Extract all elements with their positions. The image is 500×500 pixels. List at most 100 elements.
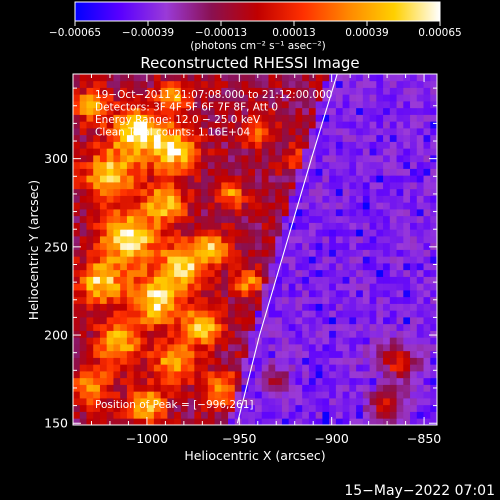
- heatmap-cell: [167, 411, 175, 419]
- heatmap-cell: [376, 290, 384, 298]
- heatmap-cell: [410, 249, 418, 257]
- heatmap-cell: [187, 121, 195, 129]
- heatmap-cell: [396, 107, 404, 115]
- heatmap-cell: [133, 114, 141, 122]
- heatmap-cell: [308, 276, 317, 284]
- heatmap-cell: [140, 107, 148, 115]
- heatmap-cell: [295, 377, 303, 385]
- heatmap-cell: [342, 290, 350, 298]
- heatmap-cell: [221, 161, 229, 169]
- heatmap-cell: [430, 290, 437, 298]
- heatmap-cell: [113, 229, 121, 237]
- heatmap-cell: [106, 249, 114, 257]
- heatmap-cell: [389, 290, 397, 298]
- heatmap-cell: [160, 242, 168, 250]
- heatmap-cell: [228, 249, 236, 257]
- heatmap-cell: [416, 114, 424, 122]
- heatmap-cell: [356, 168, 364, 176]
- colorbar-tick-label: 0.00065: [418, 27, 461, 39]
- heatmap-cell: [383, 94, 391, 102]
- heatmap-cell: [228, 303, 236, 311]
- heatmap-cell: [167, 236, 175, 244]
- heatmap-cell: [241, 364, 249, 372]
- heatmap-cell: [187, 74, 195, 82]
- heatmap-cell: [73, 188, 81, 196]
- heatmap-cell: [160, 249, 168, 257]
- heatmap-cell: [403, 283, 411, 291]
- heatmap-cell: [248, 141, 256, 149]
- heatmap-cell: [79, 256, 87, 264]
- heatmap-cell: [234, 310, 242, 318]
- heatmap-cell: [416, 80, 424, 88]
- heatmap-cell: [93, 188, 101, 196]
- heatmap-cell: [396, 357, 404, 365]
- heatmap-cell: [140, 350, 148, 358]
- heatmap-cell: [302, 276, 310, 284]
- heatmap-cell: [93, 256, 101, 264]
- heatmap-cell: [221, 202, 229, 210]
- heatmap-cell: [228, 350, 236, 358]
- heatmap-cell: [369, 418, 377, 425]
- heatmap-cell: [93, 404, 101, 412]
- heatmap-cell: [93, 114, 101, 122]
- heatmap-cell: [376, 384, 384, 392]
- heatmap-cell: [322, 114, 330, 122]
- heatmap-cell: [349, 229, 357, 237]
- heatmap-cell: [329, 283, 337, 291]
- heatmap-cell: [349, 411, 357, 419]
- heatmap-cell: [248, 101, 256, 109]
- heatmap-cell: [248, 134, 256, 142]
- heatmap-cell: [174, 323, 182, 331]
- heatmap-cell: [362, 121, 370, 129]
- heatmap-cell: [261, 283, 269, 291]
- heatmap-cell: [133, 202, 141, 210]
- heatmap-cell: [288, 195, 296, 203]
- heatmap-cell: [288, 242, 296, 250]
- heatmap-cell: [140, 384, 148, 392]
- heatmap-cell: [93, 398, 101, 406]
- colorbar-gradient: [74, 1, 441, 22]
- heatmap-cell: [335, 384, 344, 392]
- heatmap-cell: [295, 148, 303, 156]
- heatmap-cell: [396, 134, 404, 142]
- heatmap-cell: [302, 317, 310, 325]
- heatmap-cell: [180, 296, 188, 304]
- heatmap-cell: [248, 87, 256, 95]
- heatmap-cell: [99, 323, 108, 331]
- heatmap-cell: [140, 209, 148, 217]
- heatmap-cell: [423, 350, 431, 358]
- heatmap-cell: [410, 121, 418, 129]
- heatmap-cell: [153, 175, 162, 183]
- heatmap-cell: [133, 377, 141, 385]
- heatmap-cell: [295, 236, 303, 244]
- heatmap-cell: [315, 209, 323, 217]
- heatmap-cell: [342, 188, 350, 196]
- heatmap-cell: [201, 411, 209, 419]
- heatmap-cell: [180, 337, 188, 345]
- heatmap-cell: [248, 344, 256, 352]
- heatmap-cell: [207, 242, 215, 250]
- heatmap-cell: [356, 134, 364, 142]
- heatmap-cell: [268, 128, 276, 136]
- heatmap-cell: [396, 114, 404, 122]
- heatmap-cell: [180, 418, 188, 425]
- heatmap-cell: [255, 310, 263, 318]
- heatmap-cell: [356, 87, 364, 95]
- heatmap-cell: [430, 107, 437, 115]
- heatmap-cell: [416, 317, 424, 325]
- heatmap-cell: [329, 249, 337, 257]
- heatmap-cell: [430, 74, 437, 82]
- heatmap-cell: [403, 242, 411, 250]
- heatmap-cell: [99, 101, 108, 109]
- heatmap-cell: [281, 364, 290, 372]
- heatmap-cell: [356, 256, 364, 264]
- heatmap-cell: [133, 128, 141, 136]
- heatmap-cell: [86, 263, 94, 271]
- heatmap-cell: [133, 161, 141, 169]
- heatmap-cell: [140, 242, 148, 250]
- heatmap-cell: [356, 195, 364, 203]
- heatmap-cell: [281, 148, 290, 156]
- heatmap-cell: [73, 134, 81, 142]
- heatmap-cell: [113, 80, 121, 88]
